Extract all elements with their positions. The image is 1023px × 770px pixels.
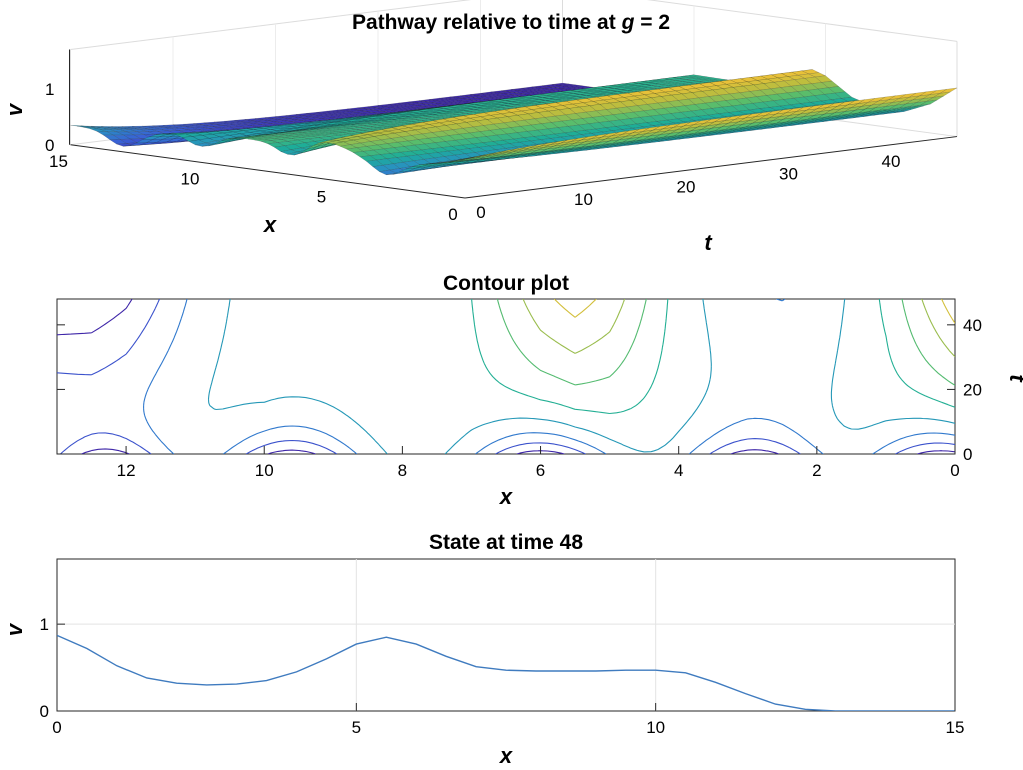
surface-t-tick-label: 20: [677, 177, 696, 196]
state-x-label: x: [499, 743, 513, 768]
surface-axes-box: [69, 0, 958, 199]
surface-t-tick-label: 30: [779, 165, 798, 184]
state-x-tick-label: 10: [646, 718, 665, 737]
contour-t-tick-label: 20: [963, 380, 982, 399]
surface-panel: Pathway relative to time at g = 2 151050…: [2, 0, 958, 255]
contour-t-tick-label: 40: [963, 316, 982, 335]
state-x-tick-label: 5: [352, 718, 361, 737]
surface-v-tick-label: 0: [45, 136, 54, 155]
surface-t-axis: [464, 136, 958, 199]
contour-level-line: [553, 299, 955, 324]
surface-title: Pathway relative to time at g = 2: [352, 11, 670, 34]
state-axes-box: [56, 558, 956, 712]
contour-x-tick-label: 8: [398, 461, 407, 480]
contour-x-tick-label: 2: [812, 461, 821, 480]
contour-x-tick-label: 6: [536, 461, 545, 480]
surface-x-label: x: [263, 212, 277, 237]
contour-lines: [57, 299, 955, 454]
contour-x-tick-label: 0: [950, 461, 959, 480]
surface-x-tick-label: 10: [181, 170, 200, 189]
state-x-tick-label: 0: [52, 718, 61, 737]
state-title: State at time 48: [429, 531, 583, 554]
surface-t-tick-label: 10: [574, 190, 593, 209]
contour-x-tick-label: 10: [255, 461, 274, 480]
state-series: [57, 634, 955, 711]
state-v-label: v: [2, 622, 27, 636]
state-y-tick-label: 1: [40, 615, 49, 634]
state-x-tick-label: 15: [946, 718, 965, 737]
contour-x-tick-label: 12: [117, 461, 136, 480]
surface-mesh: [70, 69, 958, 175]
surface-x-axis: [70, 144, 466, 199]
state-ticks: 0 5 10 15 0 1: [40, 615, 965, 737]
contour-axes-box: [56, 298, 956, 455]
surface-x-tick-label: 0: [448, 205, 457, 224]
contour-level-line: [207, 299, 955, 454]
surface-patch: [940, 87, 958, 94]
surface-v-label: v: [2, 102, 27, 116]
contour-level-line: [57, 299, 955, 454]
surface-t-tick-label: 0: [476, 203, 485, 222]
surface-t-tick-label: 40: [882, 152, 901, 171]
state-line: [57, 634, 955, 711]
contour-title: Contour plot: [443, 272, 569, 295]
surface-box-edge: [70, 0, 472, 51]
surface-x-tick-label: 15: [49, 152, 68, 171]
surface-t-label: t: [704, 230, 713, 255]
state-panel: State at time 48 0 5 10 15 0 1 x v: [2, 531, 964, 768]
contour-level-line: [522, 299, 955, 358]
contour-t-label: t: [1005, 374, 1023, 383]
state-y-tick-label: 0: [40, 702, 49, 721]
surface-box-edge: [646, 0, 958, 42]
state-grid: [57, 559, 955, 711]
surface-v-tick-label: 1: [45, 80, 54, 99]
contour-level-line: [471, 299, 955, 415]
contour-level-line: [496, 299, 955, 386]
surface-x-tick-label: 5: [317, 187, 326, 206]
contour-x-label: x: [499, 484, 513, 509]
contour-level-line: [57, 299, 955, 454]
contour-t-tick-label: 0: [963, 445, 972, 464]
contour-level-line: [143, 299, 955, 454]
contour-x-tick-label: 4: [674, 461, 683, 480]
